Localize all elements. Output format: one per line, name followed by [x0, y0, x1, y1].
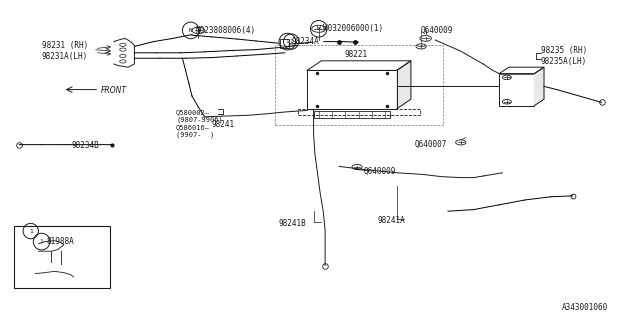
Text: A343001060: A343001060	[562, 303, 608, 312]
Text: Q640009: Q640009	[364, 167, 396, 176]
Text: 1: 1	[285, 39, 289, 44]
Text: N023808006(4): N023808006(4)	[195, 26, 255, 35]
Text: Q640007: Q640007	[415, 140, 447, 149]
Text: 98241A: 98241A	[378, 216, 405, 225]
Text: 81988A: 81988A	[46, 237, 74, 246]
Polygon shape	[307, 61, 411, 70]
Text: 1: 1	[289, 39, 293, 44]
Text: 98221: 98221	[344, 50, 367, 59]
Text: 1: 1	[29, 228, 33, 234]
Text: 98241B: 98241B	[278, 220, 306, 228]
Text: N: N	[189, 28, 193, 33]
Bar	[280, 39, 289, 48]
Text: 98241: 98241	[211, 120, 234, 129]
Text: 98234B: 98234B	[72, 141, 99, 150]
Text: 98234A: 98234A	[291, 37, 319, 46]
Bar	[307, 70, 397, 109]
Text: Q580002—
(9807-9906)
Q586016—
(9907-  ): Q580002— (9807-9906) Q586016— (9907- )	[176, 109, 223, 138]
Text: FRONT: FRONT	[101, 86, 127, 95]
Polygon shape	[397, 61, 411, 109]
Bar	[14, 226, 110, 288]
Polygon shape	[499, 67, 544, 74]
Text: Q640009: Q640009	[421, 26, 454, 35]
Text: 1: 1	[40, 239, 44, 244]
Bar	[499, 74, 534, 106]
Bar	[314, 111, 390, 118]
Polygon shape	[534, 67, 544, 106]
Polygon shape	[114, 38, 134, 67]
Text: W032006000(1): W032006000(1)	[323, 24, 383, 33]
Text: 98231 (RH)
98231A(LH): 98231 (RH) 98231A(LH)	[42, 41, 88, 61]
Text: W: W	[317, 26, 321, 31]
Text: 98235 (RH)
98235A(LH): 98235 (RH) 98235A(LH)	[541, 46, 587, 66]
